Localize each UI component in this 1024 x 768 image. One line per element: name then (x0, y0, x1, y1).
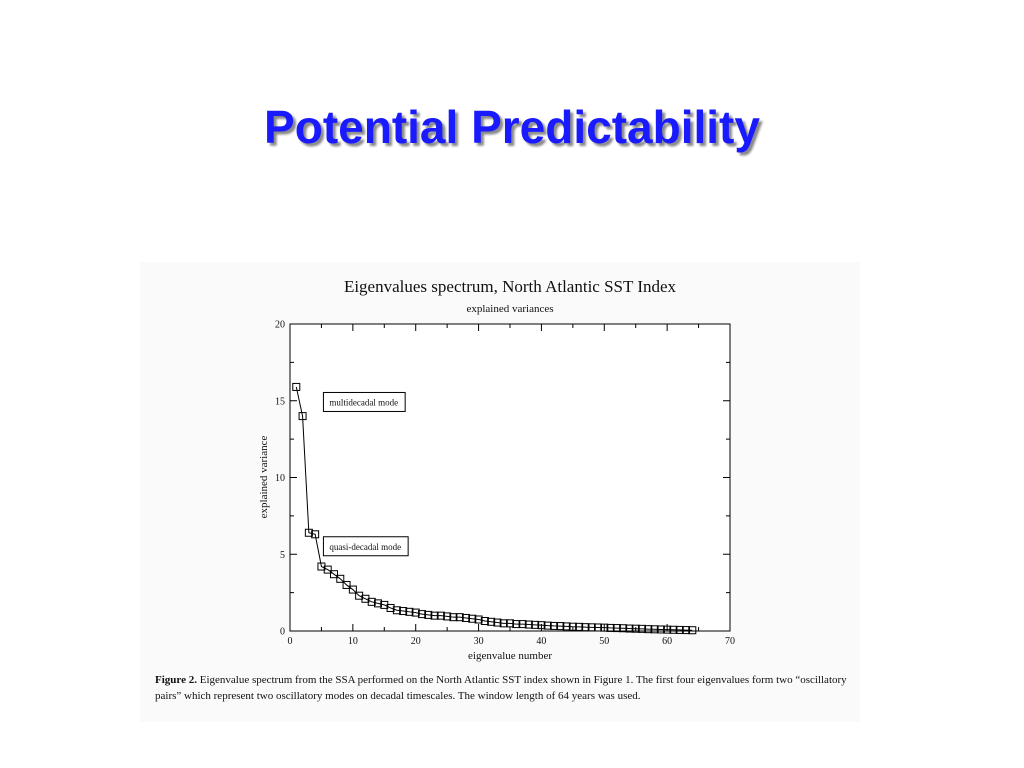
figure-caption: Figure 2. Eigenvalue spectrum from the S… (155, 672, 855, 704)
y-tick-label: 10 (275, 473, 285, 484)
data-point-marker (581, 623, 590, 632)
data-point-marker (612, 624, 621, 633)
data-point-marker (644, 625, 653, 634)
data-point-marker (499, 619, 508, 628)
y-axis-label: explained variance (258, 436, 270, 519)
figure: Eigenvalues spectrum, North Atlantic SST… (140, 262, 860, 722)
annotation-frame (322, 391, 406, 412)
y-tick-label: 0 (280, 627, 285, 638)
y-tick-label: 20 (275, 320, 285, 331)
data-point-marker (631, 624, 640, 633)
chart-subtitle: explained variances (466, 303, 553, 315)
data-point-marker (656, 625, 665, 634)
eigenvalue-chart: Eigenvalues spectrum, North Atlantic SST… (258, 277, 735, 662)
data-point-marker (411, 608, 420, 617)
data-point-marker (587, 623, 596, 632)
data-point-marker (298, 412, 307, 421)
data-point-marker (524, 620, 533, 629)
slide-title: Potential Predictability (264, 101, 760, 153)
x-axis-label: eigenvalue number (468, 650, 552, 662)
data-point-marker (374, 599, 382, 608)
data-point-marker (392, 606, 401, 615)
data-point-marker (304, 528, 313, 537)
data-point-marker (669, 625, 678, 634)
x-tick-label: 0 (288, 636, 293, 647)
data-point-marker (682, 626, 690, 635)
x-tick-label: 60 (662, 636, 672, 647)
data-point-marker (688, 626, 697, 635)
data-point-marker (650, 625, 659, 634)
data-point-marker (418, 610, 426, 619)
data-point-marker (424, 610, 433, 619)
data-point-marker (399, 607, 408, 616)
data-point-marker (493, 618, 502, 627)
data-point-marker (323, 565, 332, 574)
x-tick-label: 30 (474, 636, 484, 647)
data-point-marker (568, 622, 577, 631)
data-point-marker (430, 611, 439, 620)
y-tick-label: 5 (280, 550, 285, 561)
data-point-marker (675, 625, 684, 634)
data-point-marker (330, 570, 338, 579)
data-point-marker (518, 620, 527, 629)
chart-title: Eigenvalues spectrum, North Atlantic SST… (344, 277, 677, 296)
data-point-marker (468, 614, 477, 623)
data-point-marker (575, 622, 584, 631)
data-point-marker (480, 617, 489, 626)
annotation-text: multidecadal mode (329, 397, 398, 407)
data-point-marker (336, 574, 345, 583)
data-point-marker (556, 622, 565, 631)
data-point-marker (512, 620, 521, 629)
annotation-text: quasi-decadal mode (329, 542, 401, 552)
data-point-marker (594, 623, 602, 632)
data-point-marker (474, 615, 483, 624)
data-point-marker (625, 624, 634, 633)
caption-label: Figure 2. (155, 674, 197, 686)
data-point-marker (455, 613, 464, 622)
data-point-marker (487, 617, 496, 626)
x-tick-label: 50 (599, 636, 609, 647)
data-point-marker (443, 612, 452, 621)
x-tick-label: 70 (725, 636, 735, 647)
caption-text: Eigenvalue spectrum from the SSA perform… (155, 674, 847, 702)
data-point-marker (292, 382, 301, 391)
data-point-marker (311, 530, 320, 539)
data-point-marker (506, 619, 514, 628)
data-point-marker (543, 621, 552, 630)
plot-frame (289, 323, 731, 632)
data-point-marker (537, 621, 546, 630)
data-point-marker (436, 611, 445, 620)
data-point-marker (405, 607, 414, 616)
data-point-marker (600, 623, 609, 632)
data-point-marker (562, 622, 571, 631)
y-tick-label: 15 (275, 396, 285, 407)
data-point-marker (348, 585, 357, 594)
data-point-marker (606, 623, 615, 632)
x-tick-label: 10 (348, 636, 358, 647)
annotation-frame (322, 536, 409, 557)
data-point-marker (462, 613, 470, 622)
data-point-marker (342, 580, 351, 589)
x-tick-label: 40 (536, 636, 546, 647)
data-point-marker (386, 603, 395, 612)
data-point-marker (663, 625, 672, 634)
data-point-marker (638, 624, 646, 633)
data-point-marker (449, 613, 458, 622)
data-point-marker (531, 620, 540, 629)
data-point-marker (367, 597, 376, 606)
annotation-box: multidecadal mode (322, 391, 406, 412)
annotation-box: quasi-decadal mode (322, 536, 409, 557)
x-tick-label: 20 (411, 636, 421, 647)
data-point-marker (619, 624, 628, 633)
data-point-marker (550, 621, 558, 630)
